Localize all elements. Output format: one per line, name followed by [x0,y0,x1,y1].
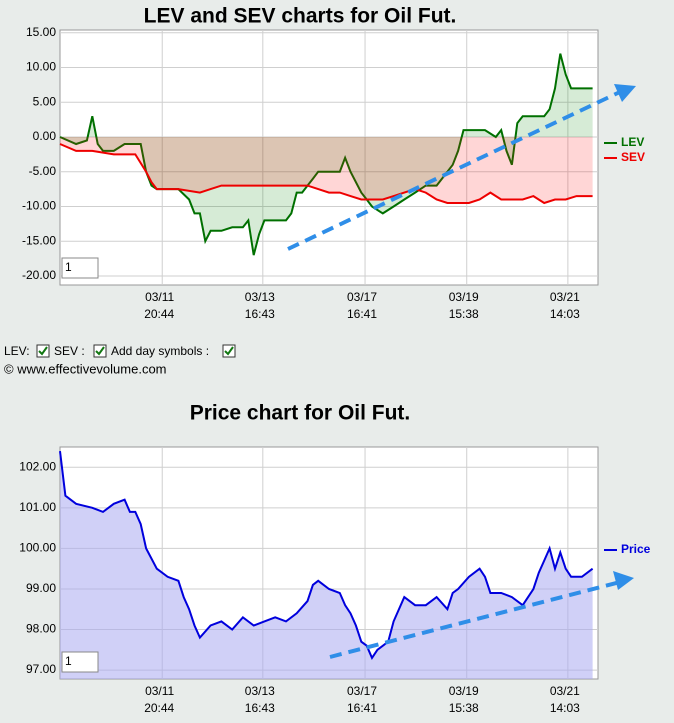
x-tick-label: 03/13 16:43 [245,290,275,321]
checkbox[interactable] [93,344,107,358]
zoom-input-value: 1 [65,260,72,274]
series-line [59,53,593,256]
y-tick-label: -20.00 [22,268,56,282]
y-tick-label: 101.00 [19,500,56,514]
y-tick-label: -5.00 [29,164,57,178]
legend-label: Price [621,542,651,556]
area-fill [60,137,593,203]
x-tick-label: 03/19 15:38 [449,290,479,321]
control-label: Add day symbols : [111,344,209,358]
series-line [59,450,594,660]
y-tick-label: 102.00 [19,459,56,473]
zoom-input-value: 1 [65,654,72,668]
control-label: SEV : [54,344,85,358]
x-tick-label: 03/11 20:44 [144,290,174,321]
zoom-input[interactable] [61,651,99,673]
x-tick-label: 03/13 16:43 [245,684,275,715]
y-tick-label: 97.00 [26,662,56,676]
y-tick-label: -10.00 [22,199,56,213]
x-tick-label: 03/21 14:03 [550,290,580,321]
y-tick-label: 100.00 [19,541,56,555]
x-tick-label: 03/11 20:44 [144,684,174,715]
y-tick-label: 5.00 [33,94,57,108]
copyright: © www.effectivevolume.com [4,361,167,376]
checkbox[interactable] [36,344,50,358]
x-tick-label: 03/19 15:38 [449,684,479,715]
legend-label: LEV [621,135,644,149]
x-tick-label: 03/17 16:41 [347,290,377,321]
legend-label: SEV [621,150,645,164]
checkbox[interactable] [222,344,236,358]
zoom-input[interactable] [61,257,99,279]
y-tick-label: 98.00 [26,622,56,636]
y-tick-label: 99.00 [26,581,56,595]
trend-arrow [329,571,634,659]
chart-title: LEV and SEV charts for Oil Fut. [144,5,457,28]
y-tick-label: -15.00 [22,233,56,247]
control-label: LEV: [4,344,30,358]
trend-arrow [287,84,636,251]
x-tick-label: 03/21 14:03 [550,684,580,715]
y-tick-label: 0.00 [33,129,57,143]
chart-title: Price chart for Oil Fut. [190,402,411,425]
x-tick-label: 03/17 16:41 [347,684,377,715]
area-fill [60,53,593,256]
series-line [59,143,593,205]
y-tick-label: 15.00 [26,25,56,39]
y-tick-label: 10.00 [26,60,56,74]
